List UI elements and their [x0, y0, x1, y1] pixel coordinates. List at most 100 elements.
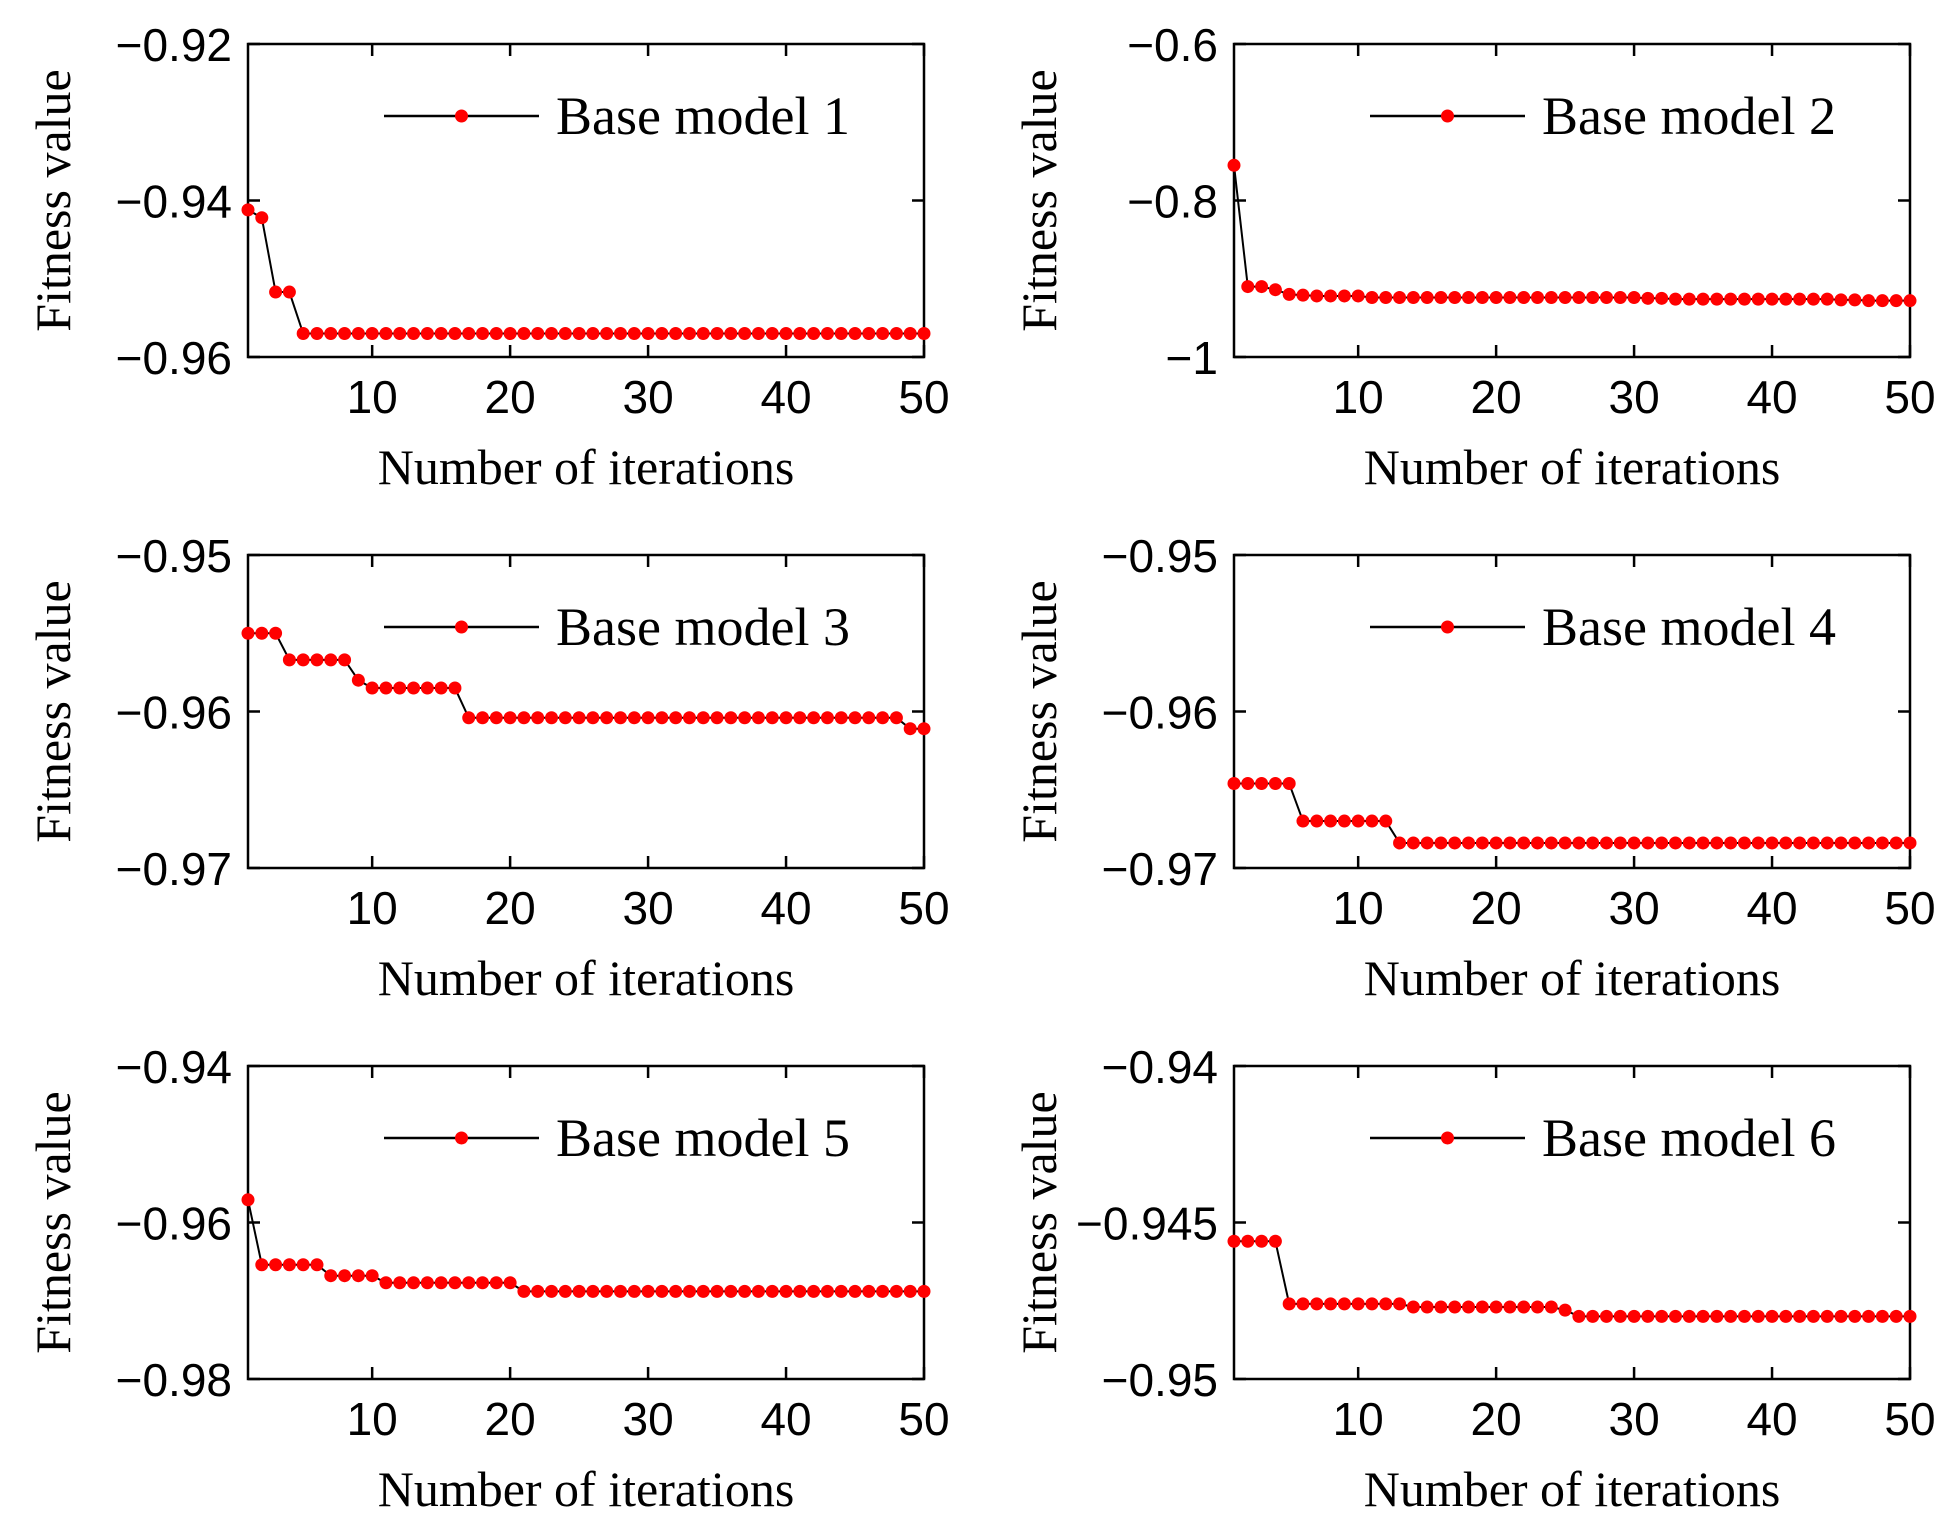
- data-point: [779, 1284, 793, 1298]
- data-point: [1862, 836, 1876, 850]
- data-point: [765, 711, 779, 725]
- data-point: [1903, 294, 1917, 308]
- data-point: [655, 1284, 669, 1298]
- data-point: [269, 1258, 283, 1272]
- data-point: [434, 1276, 448, 1290]
- data-point: [1613, 836, 1627, 850]
- data-point: [1820, 1309, 1834, 1323]
- data-point: [476, 1276, 490, 1290]
- data-point: [1544, 291, 1558, 305]
- data-point: [1820, 836, 1834, 850]
- data-point: [889, 1284, 903, 1298]
- data-point: [600, 327, 614, 341]
- data-point: [1393, 836, 1407, 850]
- data-point: [338, 1269, 352, 1283]
- data-point: [1310, 814, 1324, 828]
- data-point: [282, 653, 296, 667]
- data-point: [1324, 1297, 1338, 1311]
- data-point: [1310, 1297, 1324, 1311]
- data-point: [793, 711, 807, 725]
- data-point: [1724, 292, 1738, 306]
- data-point: [531, 327, 545, 341]
- x-tick-label: 10: [1333, 371, 1384, 423]
- y-axis-label: Fitness value: [1011, 1091, 1067, 1353]
- data-point: [848, 1284, 862, 1298]
- data-point: [558, 1284, 572, 1298]
- data-point: [1296, 288, 1310, 302]
- data-point: [724, 1284, 738, 1298]
- y-tick-label: −0.6: [1127, 19, 1218, 71]
- x-tick-label: 40: [760, 1393, 811, 1445]
- data-point: [1448, 1300, 1462, 1314]
- data-point: [1531, 836, 1545, 850]
- data-point: [476, 327, 490, 341]
- data-point: [1517, 291, 1531, 305]
- chart-panel-5: 10 20 30 40 50 −0.94 −0.96 −0.98 Number of itera…: [25, 1041, 950, 1517]
- data-point: [407, 681, 421, 695]
- data-point: [572, 1284, 586, 1298]
- data-point: [751, 1284, 765, 1298]
- x-tick-label: 30: [1608, 371, 1659, 423]
- data-point: [503, 1276, 517, 1290]
- data-point: [1462, 836, 1476, 850]
- data-point: [338, 327, 352, 341]
- data-point: [324, 327, 338, 341]
- data-point: [696, 327, 710, 341]
- data-point: [448, 1276, 462, 1290]
- data-point: [503, 711, 517, 725]
- chart-panel-1: 10 20 30 40 50 −0.92 −0.94 −0.96 Number of itera…: [25, 19, 950, 495]
- y-axis-label: Fitness value: [1011, 69, 1067, 331]
- data-point: [1889, 836, 1903, 850]
- data-point: [379, 681, 393, 695]
- x-axis-label: Number of iterations: [1364, 439, 1781, 495]
- data-point: [1393, 1297, 1407, 1311]
- data-point: [1875, 836, 1889, 850]
- data-point: [1586, 836, 1600, 850]
- y-axis-label: Fitness value: [25, 580, 81, 842]
- data-point: [1682, 1309, 1696, 1323]
- data-point: [1862, 1309, 1876, 1323]
- data-point: [1862, 294, 1876, 308]
- data-point: [1724, 836, 1738, 850]
- data-point: [420, 1276, 434, 1290]
- x-axis-label: Number of iterations: [1364, 950, 1781, 1006]
- data-point: [503, 327, 517, 341]
- data-point: [917, 722, 931, 736]
- y-tick-label: −0.95: [1102, 1354, 1218, 1406]
- data-point: [1241, 1234, 1255, 1248]
- data-point: [1779, 292, 1793, 306]
- data-point: [1420, 291, 1434, 305]
- data-point: [1682, 836, 1696, 850]
- data-point: [1848, 1309, 1862, 1323]
- x-tick-label: 50: [1884, 882, 1935, 934]
- data-point: [1793, 836, 1807, 850]
- data-point: [1337, 1297, 1351, 1311]
- data-point: [1379, 1297, 1393, 1311]
- data-point: [682, 711, 696, 725]
- y-axis-label: Fitness value: [25, 1091, 81, 1353]
- data-point: [1572, 836, 1586, 850]
- data-point: [820, 327, 834, 341]
- data-point: [1710, 836, 1724, 850]
- data-point: [241, 626, 255, 640]
- data-point: [1544, 1300, 1558, 1314]
- data-point: [1765, 292, 1779, 306]
- data-point: [1779, 1309, 1793, 1323]
- data-point: [1531, 291, 1545, 305]
- x-tick-label: 10: [347, 882, 398, 934]
- data-point: [1903, 1309, 1917, 1323]
- legend-marker: [455, 109, 468, 123]
- y-tick-label: −0.97: [116, 843, 232, 895]
- data-point: [1572, 1309, 1586, 1323]
- x-tick-label: 50: [898, 882, 949, 934]
- data-point: [1365, 1297, 1379, 1311]
- data-point: [1448, 291, 1462, 305]
- data-point: [600, 1284, 614, 1298]
- data-point: [1420, 1300, 1434, 1314]
- x-axis-label: Number of iterations: [378, 1461, 795, 1517]
- x-tick-label: 40: [760, 371, 811, 423]
- data-point: [820, 711, 834, 725]
- data-point: [255, 211, 269, 225]
- data-point: [1586, 1309, 1600, 1323]
- data-point: [1255, 1234, 1269, 1248]
